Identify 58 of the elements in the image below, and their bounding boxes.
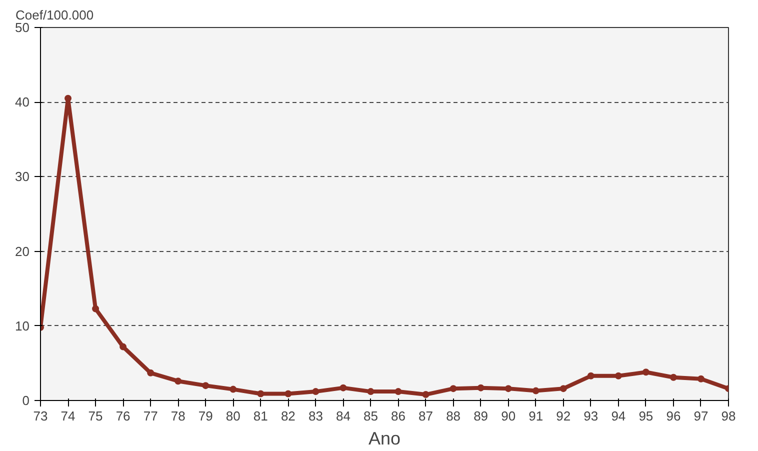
y-tick-label: 10	[15, 318, 30, 334]
point	[340, 384, 347, 392]
point	[394, 388, 402, 396]
point	[450, 385, 457, 392]
point	[312, 388, 320, 396]
x-tick-label: 94	[611, 408, 626, 424]
x-tick-label: 76	[116, 408, 130, 424]
x-tick-label: 81	[253, 408, 268, 424]
point	[92, 305, 100, 312]
y-axis-title: Coef/100.000	[16, 8, 94, 22]
x-tick-label: 74	[60, 408, 76, 424]
x-tick-label: 84	[336, 408, 350, 424]
x-tick-label: 88	[446, 408, 461, 424]
y-tick-label: 40	[15, 94, 30, 110]
point	[697, 375, 704, 382]
x-tick-label: 75	[88, 408, 103, 424]
y-tick-label: 50	[15, 20, 30, 35]
point	[64, 94, 72, 102]
point	[174, 378, 182, 385]
x-tick-label: 77	[143, 408, 158, 424]
x-tick-label: 78	[170, 408, 186, 424]
x-tick-label: 83	[308, 408, 323, 424]
x-tick-label: 85	[364, 408, 378, 424]
x-tick-label: 82	[280, 408, 296, 424]
y-tick-label: 20	[15, 244, 30, 259]
point	[614, 372, 622, 380]
x-tick-label: 93	[584, 408, 598, 424]
point	[230, 386, 237, 393]
x-tick-label: 92	[556, 408, 571, 424]
point	[642, 368, 650, 376]
x-tick-label: 89	[474, 408, 488, 424]
x-tick-label: 91	[528, 408, 544, 424]
point	[477, 384, 484, 392]
y-tick-label: 0	[22, 393, 30, 408]
point	[367, 388, 374, 396]
point	[532, 387, 540, 394]
x-tick-label: 80	[226, 408, 240, 424]
point	[202, 382, 210, 390]
x-tick-label: 95	[638, 408, 654, 424]
x-tick-label: 79	[198, 408, 213, 424]
x-axis-title: Ano	[368, 428, 401, 448]
point	[587, 372, 594, 380]
point	[670, 374, 677, 381]
point	[284, 390, 292, 398]
point	[120, 343, 127, 350]
x-tick-label: 87	[418, 408, 434, 424]
x-tick-label: 97	[694, 408, 708, 424]
x-tick-label: 86	[391, 408, 406, 424]
y-tick-label: 30	[15, 169, 30, 184]
x-tick-label: 73	[33, 408, 48, 424]
point	[560, 385, 567, 392]
x-tick-label: 90	[501, 408, 516, 424]
x-tick-label: 98	[721, 408, 736, 424]
point	[147, 369, 154, 376]
point	[504, 385, 512, 392]
point	[257, 390, 264, 398]
point	[422, 391, 430, 398]
x-tick-label: 96	[666, 408, 681, 424]
